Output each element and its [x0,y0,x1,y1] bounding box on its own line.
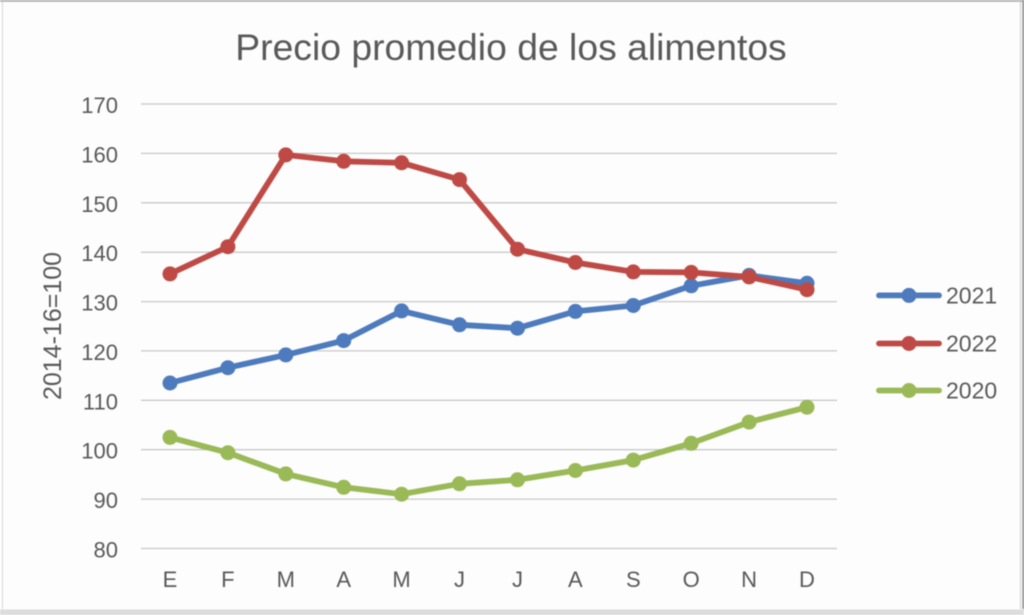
svg-text:M: M [277,567,295,592]
svg-text:160: 160 [81,142,118,167]
svg-text:J: J [512,567,523,592]
svg-text:Precio promedio de los aliment: Precio promedio de los alimentos [235,26,786,68]
svg-text:F: F [221,567,234,592]
svg-text:110: 110 [83,389,118,414]
svg-text:J: J [454,567,465,592]
svg-text:2021: 2021 [946,282,997,308]
svg-text:90: 90 [94,488,118,513]
svg-text:120: 120 [81,340,118,365]
svg-text:130: 130 [81,291,118,316]
svg-text:D: D [799,567,815,592]
svg-text:S: S [626,567,641,592]
svg-text:100: 100 [81,439,118,464]
svg-text:M: M [392,567,410,592]
svg-text:140: 140 [81,241,118,266]
svg-text:2014-16=100: 2014-16=100 [39,252,67,400]
svg-text:N: N [741,567,757,592]
svg-text:2022: 2022 [946,331,997,357]
svg-text:O: O [683,567,700,592]
svg-text:A: A [568,567,583,592]
svg-text:80: 80 [94,538,118,563]
svg-text:150: 150 [81,192,118,217]
svg-text:2020: 2020 [946,378,997,404]
svg-text:A: A [336,567,351,592]
svg-text:170: 170 [81,93,118,118]
svg-text:E: E [163,567,178,592]
